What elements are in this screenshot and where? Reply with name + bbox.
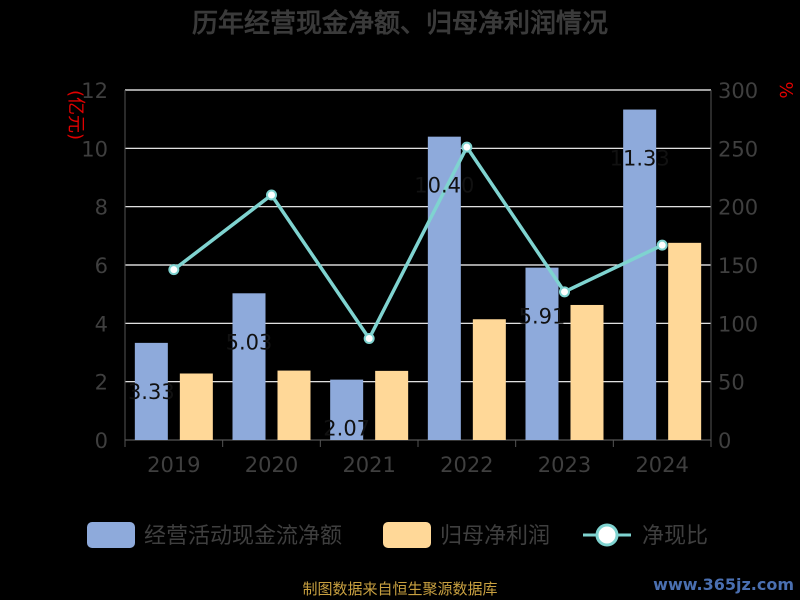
- bar-data-label: 10.40: [414, 174, 474, 198]
- source-note: 制图数据来自恒生聚源数据库: [302, 580, 497, 598]
- ratio-point: [656, 239, 668, 251]
- y-left-tick-label: 12: [81, 79, 108, 103]
- bar-data-label: 3.33: [128, 380, 175, 404]
- right-axis-unit: %: [775, 81, 796, 98]
- bar-net-profit: [472, 319, 506, 440]
- ratio-point: [266, 189, 277, 201]
- ratio-point: [461, 141, 473, 153]
- axes: 0 2 4 6 8 10 12 0 50 100 150 200 250 300 2019 2020 2021 2…: [81, 79, 758, 477]
- y-left-tick-label: 0: [95, 429, 108, 453]
- bar-cashflow: [232, 293, 266, 440]
- legend-item-ratio[interactable]: 净现比: [583, 523, 708, 549]
- bar-data-label: 11.33: [610, 147, 670, 171]
- ratio-line: [168, 141, 668, 344]
- x-tick-label: 2022: [440, 453, 493, 477]
- bar-cashflow: [330, 379, 364, 440]
- y-left-tick-label: 2: [95, 371, 108, 395]
- x-tick-label: 2021: [342, 453, 395, 477]
- legend-item-net-profit[interactable]: 归母净利润: [383, 522, 550, 549]
- chart-title: 历年经营现金净额、归母净利润情况: [192, 8, 608, 39]
- legend[interactable]: 经营活动现金流净额 归母净利润 净现比: [87, 522, 708, 549]
- y-right-tick-label: 200: [718, 196, 758, 220]
- ratio-line-path: [172, 145, 663, 341]
- bar-net-profit: [668, 242, 702, 440]
- y-left-tick-label: 10: [81, 137, 108, 161]
- x-tick-label: 2019: [147, 453, 200, 477]
- left-axis-unit: (亿元): [65, 90, 86, 140]
- y-right-tick-label: 100: [718, 312, 758, 336]
- bars: [134, 109, 702, 441]
- y-right-tick-label: 50: [718, 371, 745, 395]
- watermark: www.365jz.com: [653, 575, 794, 594]
- y-right-tick-label: 0: [718, 429, 731, 453]
- y-right-tick-label: 250: [718, 137, 758, 161]
- bar-data-label: 2.07: [323, 417, 370, 441]
- y-left-tick-label: 6: [95, 254, 108, 278]
- data-labels: 3.33 5.03 2.07 10.40 5.91 11.33: [128, 147, 670, 441]
- y-right-tick-label: 150: [718, 254, 758, 278]
- bar-net-profit: [277, 370, 311, 440]
- y-left-tick-label: 4: [95, 312, 108, 336]
- bar-cashflow: [623, 109, 657, 441]
- legend-label-net-profit: 归母净利润: [440, 524, 550, 549]
- legend-swatch-net-profit: [383, 522, 431, 548]
- y-left-tick-label: 8: [95, 196, 108, 220]
- bar-data-label: 5.03: [226, 330, 273, 354]
- ratio-point: [559, 286, 570, 298]
- bar-cashflow: [427, 136, 461, 440]
- bar-data-label: 5.91: [519, 305, 566, 329]
- legend-swatch-ratio-marker: [595, 523, 619, 547]
- bar-net-profit: [179, 373, 213, 440]
- bar-cashflow: [134, 342, 168, 440]
- y-right-tick-label: 300: [718, 79, 758, 103]
- x-tick-label: 2023: [538, 453, 591, 477]
- legend-item-cashflow[interactable]: 经营活动现金流净额: [87, 522, 342, 549]
- bar-cashflow: [525, 267, 559, 440]
- bar-net-profit: [375, 370, 409, 440]
- x-tick-label: 2024: [635, 453, 688, 477]
- ratio-point: [363, 333, 375, 344]
- ratio-point: [168, 264, 180, 276]
- legend-label-cashflow: 经营活动现金流净额: [144, 524, 342, 549]
- legend-swatch-cashflow: [87, 522, 135, 548]
- bar-net-profit: [570, 304, 604, 440]
- x-tick-label: 2020: [245, 453, 298, 477]
- legend-label-ratio: 净现比: [642, 524, 708, 549]
